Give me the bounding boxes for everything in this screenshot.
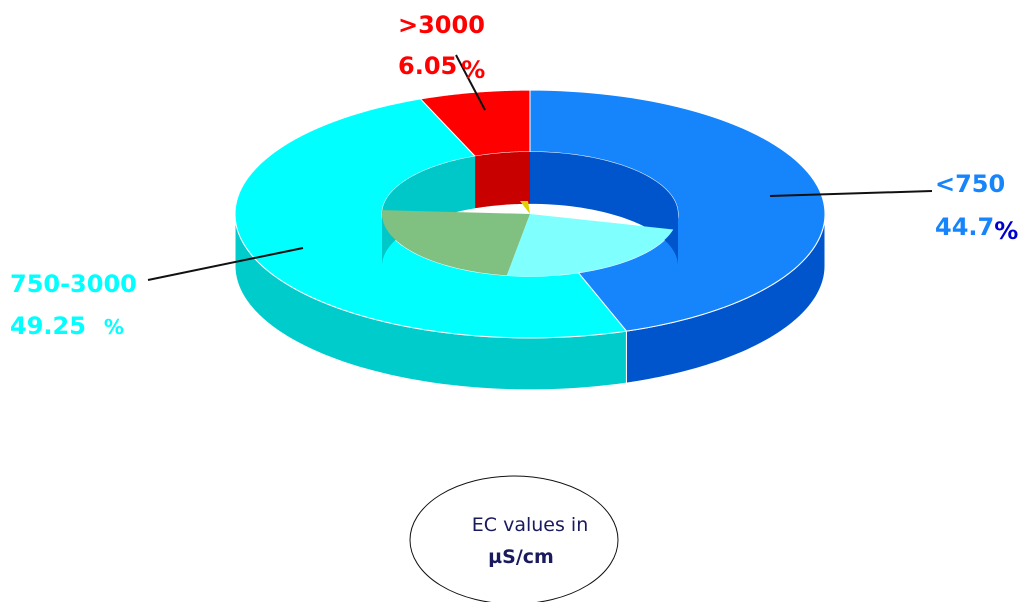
label-lt750: <750 (935, 170, 1005, 198)
value-750-3000-percent: % (104, 315, 124, 339)
value-gt3000: 6.05% (398, 52, 485, 84)
leader-lt750 (769, 190, 933, 197)
value-750-3000: 49.25% (10, 312, 124, 340)
units-line2: µS/cm (488, 546, 554, 568)
value-lt750-percent: % (994, 217, 1018, 245)
value-750-3000-number: 49.25 (10, 312, 86, 340)
value-lt750-number: 44.7 (935, 213, 994, 241)
leader-750-3000 (147, 247, 304, 281)
label-gt3000: >3000 (398, 11, 485, 39)
hole-floor-right (506, 214, 674, 277)
label-750-3000: 750-3000 (10, 270, 137, 298)
value-lt750: 44.7% (935, 213, 1018, 245)
units-line1: EC values in (472, 514, 588, 536)
inner-wall-750-3000 (382, 156, 476, 266)
units-ellipse (409, 475, 619, 602)
inner-wall-lt750 (530, 151, 678, 266)
hole-floor-tip (520, 201, 530, 214)
leader-lines (147, 54, 933, 281)
leader-gt3000 (455, 54, 486, 111)
hole-floor-left (382, 210, 530, 276)
value-gt3000-percent: % (461, 56, 485, 84)
inner-wall-gt3000 (475, 151, 530, 209)
value-gt3000-number: 6.05 (398, 52, 457, 80)
donut-chart (234, 89, 826, 391)
